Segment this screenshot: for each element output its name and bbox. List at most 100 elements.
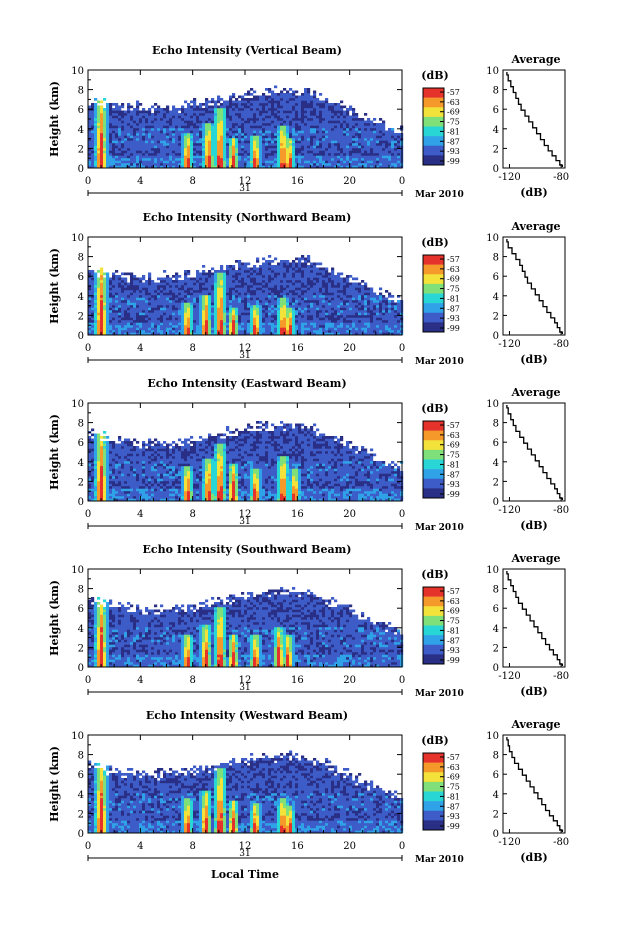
heatmap-cell — [151, 148, 155, 151]
heatmap-cell — [232, 160, 236, 164]
heatmap-cell — [124, 150, 128, 154]
heatmap-cell — [256, 282, 260, 286]
heatmap-cell — [289, 120, 293, 124]
heatmap-cell — [169, 285, 173, 288]
heatmap-cell — [130, 130, 134, 134]
heatmap-cell — [394, 148, 398, 151]
heatmap-cell — [322, 317, 326, 321]
heatmap-cell — [232, 95, 236, 99]
heatmap-cell — [88, 115, 92, 119]
heatmap-cell — [319, 320, 323, 323]
heatmap-cell — [277, 292, 281, 296]
heatmap-cell — [169, 150, 173, 154]
heatmap-cell — [142, 145, 146, 149]
heatmap-cell — [352, 135, 356, 139]
y-axis-label: Height (km) — [48, 81, 61, 157]
heatmap-cell — [337, 120, 341, 124]
heatmap-cell — [202, 165, 206, 169]
heatmap-cell — [187, 103, 191, 106]
heatmap-cell — [292, 305, 296, 308]
heatmap-cell — [151, 118, 155, 121]
heatmap-cell — [361, 148, 365, 151]
heatmap-cell — [199, 163, 203, 166]
heatmap-cell — [385, 153, 389, 156]
heatmap-cell — [277, 105, 281, 109]
heatmap-cell — [160, 317, 164, 321]
heatmap-cell — [289, 295, 293, 298]
heatmap-cell — [253, 310, 257, 313]
heatmap-cell — [169, 148, 173, 151]
heatmap-cell — [196, 292, 200, 296]
heatmap-cell — [121, 163, 125, 166]
heatmap-cell — [169, 322, 173, 326]
heatmap-cell — [211, 287, 215, 291]
heatmap-cell — [262, 290, 266, 293]
heatmap-cell — [109, 110, 113, 114]
heatmap-cell — [262, 150, 266, 154]
heatmap-cell — [115, 165, 119, 169]
heatmap-cell — [325, 150, 329, 154]
heatmap-cell — [205, 290, 209, 293]
heatmap-cell — [205, 315, 209, 318]
heatmap-cell — [295, 110, 299, 114]
heatmap-cell — [172, 327, 176, 331]
heatmap-cell — [127, 128, 131, 131]
heatmap-cell — [319, 140, 323, 144]
heatmap-cell — [295, 113, 299, 116]
heatmap-cell — [286, 285, 290, 288]
heatmap-cell — [121, 272, 125, 276]
heatmap-cell — [103, 133, 107, 136]
heatmap-cell — [292, 302, 296, 306]
heatmap-cell — [298, 165, 302, 169]
heatmap-cell — [262, 297, 266, 301]
heatmap-cell — [100, 110, 104, 114]
heatmap-cell — [175, 322, 179, 326]
heatmap-cell — [91, 145, 95, 149]
heatmap-cell — [262, 118, 266, 121]
heatmap-cell — [274, 128, 278, 131]
heatmap-cell — [268, 307, 272, 311]
heatmap-cell — [319, 272, 323, 276]
heatmap-cell — [175, 160, 179, 164]
heatmap-cell — [328, 128, 332, 131]
heatmap-cell — [91, 305, 95, 308]
heatmap-cell — [376, 160, 380, 164]
heatmap-cell — [97, 148, 101, 151]
heatmap-cell — [223, 325, 227, 328]
heatmap-cell — [121, 325, 125, 328]
heatmap-cell — [304, 290, 308, 293]
heatmap-cell — [133, 125, 137, 129]
heatmap-cell — [247, 108, 251, 111]
heatmap-cell — [268, 280, 272, 283]
heatmap-cell — [262, 145, 266, 149]
heatmap-cell — [115, 280, 119, 283]
heatmap-cell — [193, 165, 197, 169]
heatmap-cell — [283, 118, 287, 121]
heatmap-cell — [328, 123, 332, 126]
heatmap-cell — [253, 160, 257, 164]
heatmap-cell — [340, 128, 344, 131]
heatmap-cell — [253, 272, 257, 276]
heatmap-cell — [181, 135, 185, 139]
heatmap-cell — [154, 123, 158, 126]
heatmap-cell — [328, 300, 332, 303]
heatmap-cell — [199, 115, 203, 119]
heatmap-cell — [292, 128, 296, 131]
heatmap-cell — [118, 295, 122, 298]
heatmap-cell — [235, 320, 239, 323]
heatmap-cell — [136, 105, 140, 109]
heatmap-cell — [118, 275, 122, 278]
heatmap-cell — [286, 165, 290, 169]
heatmap-cell — [193, 160, 197, 164]
heatmap-cell — [172, 275, 176, 278]
heatmap-cell — [163, 297, 167, 301]
heatmap-cell — [169, 307, 173, 311]
heatmap-cell — [265, 290, 269, 293]
heatmap-cell — [274, 108, 278, 111]
heatmap-cell — [133, 155, 137, 159]
heatmap-cell — [352, 150, 356, 154]
heatmap-cell — [295, 130, 299, 134]
heatmap-cell — [175, 150, 179, 154]
heatmap-cell — [301, 280, 305, 283]
heatmap-cell — [91, 317, 95, 321]
